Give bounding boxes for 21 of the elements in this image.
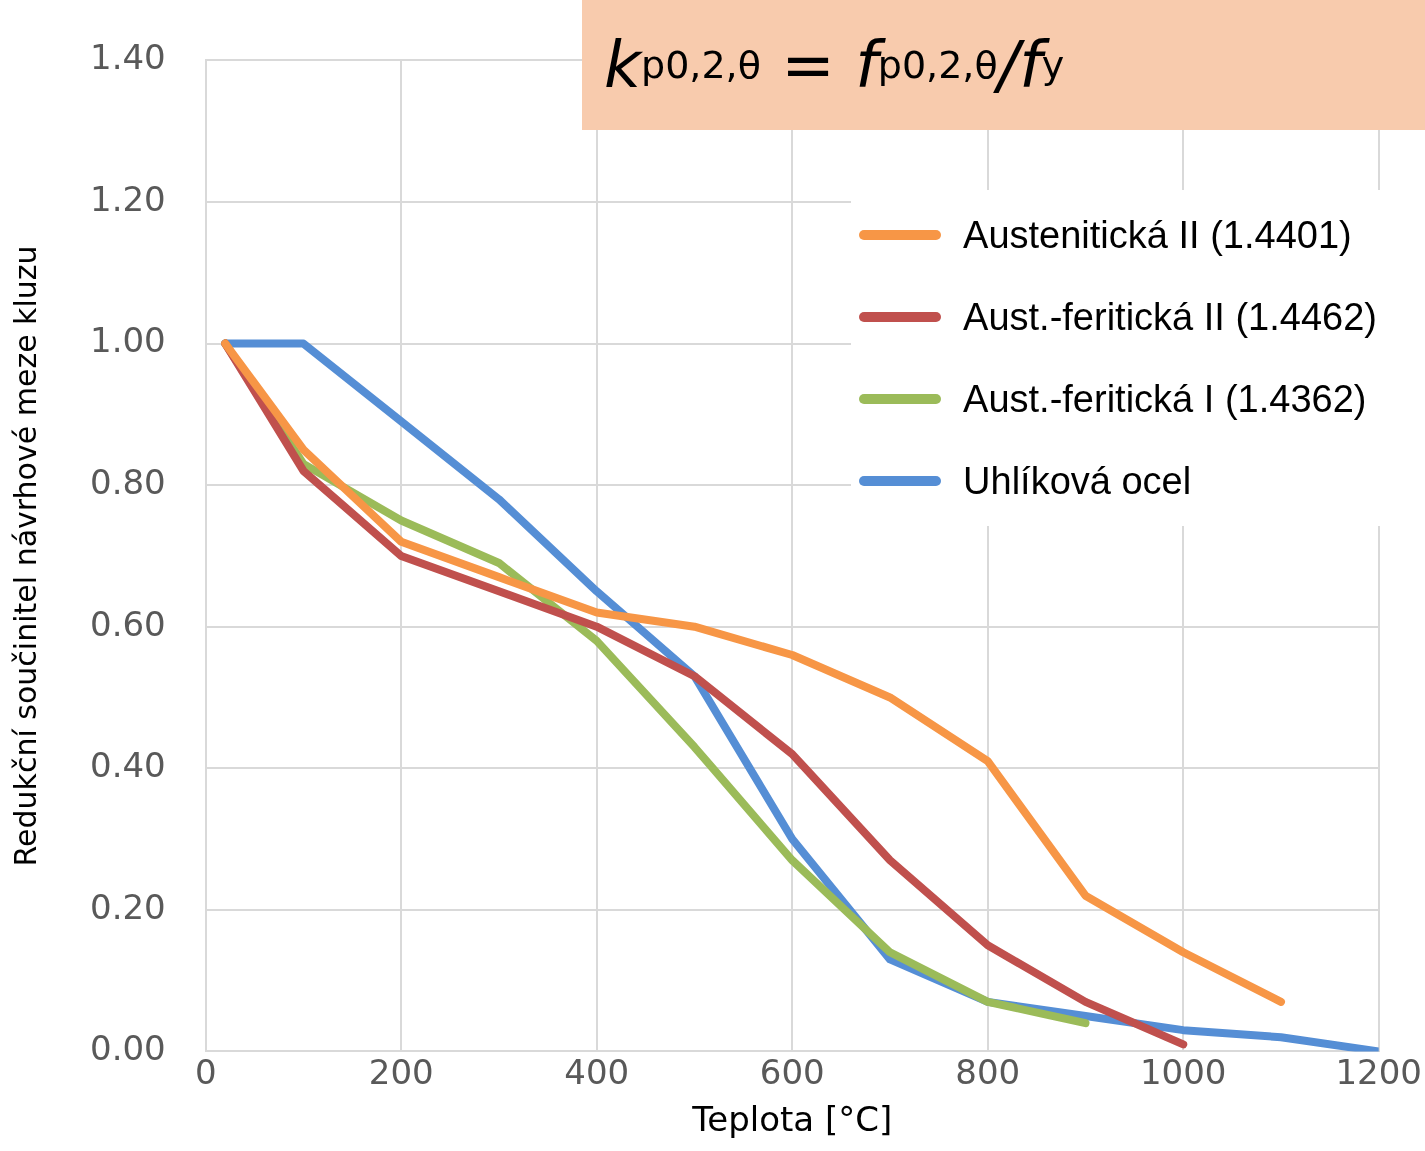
x-tick-label: 1000 [1139,1051,1227,1092]
y-tick-label: 1.00 [90,320,166,361]
x-tick-label: 1200 [1335,1051,1422,1092]
y-tick-label: 0.20 [90,886,166,927]
x-tick-label: 0 [194,1051,217,1092]
legend-label: Aust.-feritická II (1.4462) [963,295,1377,339]
x-tick-label: 400 [564,1051,630,1092]
x-tick-label: 800 [955,1051,1021,1092]
y-tick-label: 1.40 [90,37,166,78]
legend-label: Uhlíková ocel [963,459,1192,503]
x-tick-label: 200 [368,1051,434,1092]
y-tick-label: 1.20 [90,178,166,219]
x-axis-title: Teplota [°C] [691,1099,893,1140]
legend-label: Austenitická II (1.4401) [963,213,1352,257]
y-axis-title: Redukční součinitel návrhové meze kluzu [7,245,43,867]
legend-label: Aust.-feritická I (1.4362) [963,377,1367,421]
y-tick-label: 0.80 [90,461,166,502]
x-tick-label: 600 [759,1051,825,1092]
y-tick-label: 0.40 [90,745,166,786]
y-tick-label: 0.00 [90,1028,166,1069]
y-tick-label: 0.60 [90,603,166,644]
